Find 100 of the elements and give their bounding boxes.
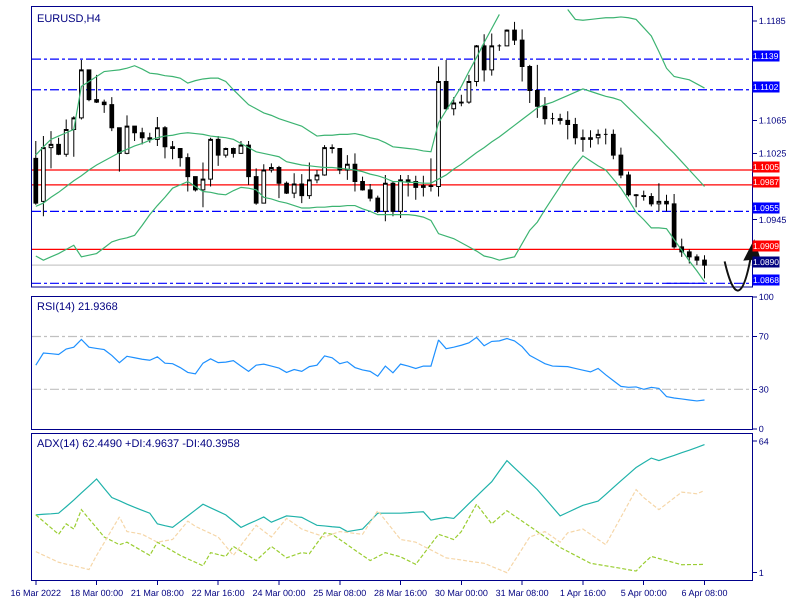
- candlestick: [284, 181, 289, 194]
- x-tick-label: 6 Apr 08:00: [681, 588, 728, 598]
- y-tick-label: 0: [758, 424, 764, 434]
- candlestick: [322, 144, 327, 176]
- candlestick: [132, 126, 137, 142]
- candlestick: [147, 132, 152, 144]
- candlestick: [330, 144, 335, 154]
- candlestick: [550, 112, 555, 125]
- x-tick-label: 30 Mar 00:00: [434, 588, 488, 598]
- candlestick: [672, 193, 676, 250]
- candlestick: [542, 96, 548, 125]
- candlestick: [162, 126, 168, 159]
- ref-line-label: 1.0987: [753, 177, 780, 187]
- candlestick: [299, 174, 304, 204]
- candlestick: [428, 158, 434, 192]
- x-tick-label: 22 Mar 16:00: [192, 588, 245, 598]
- candlestick: [223, 147, 228, 158]
- ref-line-label: 1.0909: [753, 241, 780, 251]
- candlestick: [382, 174, 388, 222]
- x-tick-label: 1 Apr 16:00: [560, 588, 606, 598]
- candlestick: [618, 147, 624, 179]
- candlestick: [337, 148, 342, 175]
- y-tick-label: 1.1185: [758, 16, 786, 26]
- candlestick: [314, 169, 320, 184]
- candlestick: [79, 59, 84, 120]
- ref-line-label: 1.0890: [753, 257, 780, 267]
- y-tick-label: 1.1065: [758, 115, 786, 126]
- candlestick: [64, 119, 69, 158]
- line-series: [35, 504, 706, 572]
- candlestick: [489, 32, 494, 76]
- candlestick: [466, 74, 472, 104]
- y-tick-label: 1.1025: [758, 148, 786, 159]
- candlestick: [246, 140, 251, 186]
- candlestick: [496, 44, 502, 52]
- candlestick: [588, 130, 593, 148]
- line-series: [35, 489, 706, 574]
- x-tick-label: 24 Mar 00:00: [252, 588, 306, 598]
- line-series: [35, 88, 706, 207]
- candlestick: [520, 28, 524, 82]
- candlestick: [109, 96, 114, 132]
- candlestick: [307, 162, 312, 200]
- candlestick: [292, 172, 297, 199]
- candlestick: [33, 140, 38, 206]
- candlestick: [117, 127, 122, 172]
- line-series: [35, 155, 706, 282]
- candlestick: [178, 148, 183, 168]
- candlestick: [656, 182, 662, 212]
- line-series: [35, 336, 706, 402]
- candlestick: [436, 66, 441, 197]
- y-tick-label: 1: [758, 568, 764, 578]
- candlestick: [451, 96, 456, 116]
- candlestick: [702, 254, 707, 279]
- candlestick: [140, 127, 145, 145]
- candlestick: [626, 171, 631, 197]
- candlestick: [352, 152, 358, 192]
- chart-title: ADX(14) 62.4490 +DI:4.9637 -DI:40.3958: [37, 438, 240, 450]
- candlestick: [686, 248, 692, 264]
- candlestick: [398, 174, 403, 218]
- ref-line-label: 1.1005: [753, 162, 780, 172]
- candlestick: [572, 117, 578, 145]
- candlestick: [527, 64, 532, 104]
- text: EURUSD,H4: [37, 13, 101, 25]
- candlestick: [200, 162, 206, 208]
- candlestick: [86, 69, 92, 102]
- candlestick: [208, 137, 213, 188]
- x-tick-label: 28 Mar 16:00: [374, 588, 428, 598]
- candlestick: [512, 21, 517, 46]
- candlestick: [413, 175, 418, 200]
- candlestick: [406, 174, 411, 197]
- candlestick: [474, 44, 479, 87]
- y-tick-label: 70: [758, 332, 769, 342]
- candlestick: [444, 59, 448, 110]
- candlestick: [420, 175, 426, 197]
- candlestick: [634, 193, 638, 208]
- candlestick: [664, 194, 669, 212]
- candlestick: [596, 128, 600, 145]
- candlestick: [603, 128, 608, 145]
- candlestick: [558, 113, 562, 125]
- candlestick: [482, 34, 486, 82]
- ref-line-label: 1.0868: [753, 275, 780, 285]
- candlestick: [580, 128, 586, 152]
- x-tick-label: 18 Mar 00:00: [70, 588, 124, 598]
- candlestick: [254, 168, 259, 206]
- candlestick: [390, 181, 396, 217]
- y-tick-label: 100: [758, 292, 774, 302]
- candlestick: [504, 28, 510, 46]
- y-tick-label: 64: [758, 436, 769, 446]
- y-tick-label: 1.0945: [758, 214, 786, 225]
- candlestick: [610, 128, 616, 160]
- candlestick: [185, 152, 190, 192]
- x-tick-label: 25 Mar 08:00: [313, 588, 366, 598]
- candlestick: [648, 192, 654, 207]
- candlestick: [269, 162, 274, 173]
- candlestick: [56, 137, 61, 156]
- candlestick: [534, 64, 540, 118]
- chart-title: RSI(14) 21.9368: [37, 301, 118, 313]
- candlestick: [41, 136, 46, 217]
- candlestick: [216, 136, 221, 166]
- candlestick: [102, 99, 107, 114]
- x-tick-label: 21 Mar 08:00: [130, 588, 184, 598]
